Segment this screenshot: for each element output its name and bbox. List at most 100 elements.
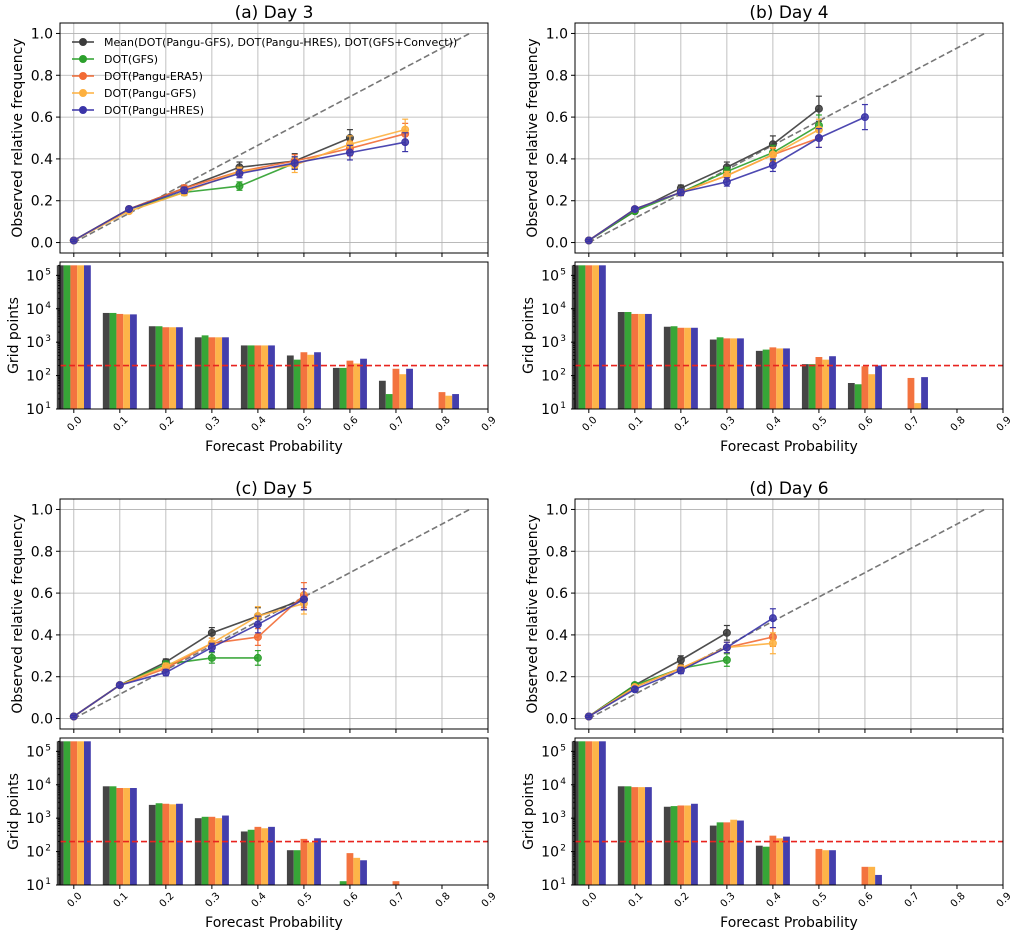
count-bar [307,842,315,885]
count-bar [406,368,413,409]
count-bar [169,327,177,409]
count-bar [102,312,110,409]
count-bar [268,826,275,885]
count-bar [868,374,876,409]
count-bar [201,816,209,885]
data-point [345,148,354,157]
y-tick-exponent: 5 [45,267,51,277]
count-bar [585,741,593,885]
count-bar [438,392,446,409]
y-tick-exponent: 2 [560,844,566,854]
x-tick-label: 0.8 [434,415,453,434]
count-bar [155,803,163,885]
count-bar [84,741,91,885]
legend: Mean(DOT(Pangu-GFS), DOT(Pangu-HRES), DO… [72,36,457,117]
count-bar [585,265,593,409]
series-line [73,162,296,242]
legend-label: DOT(Pangu-HRES) [104,104,204,117]
y-tick-label: 10 [26,302,44,318]
perfect-reliability-line [73,508,470,720]
count-bar [617,786,625,885]
count-bar [578,265,586,409]
count-bar [914,403,922,409]
y-tick-exponent: 5 [560,267,566,277]
count-bar [261,828,269,885]
count-bar [716,337,724,409]
count-bar [776,348,784,409]
count-bar [176,803,183,885]
count-bar [815,848,823,885]
count-bar [254,826,262,885]
series-5 [69,132,410,245]
data-point [180,186,189,195]
count-bar [247,829,255,885]
legend-label: DOT(GFS) [104,53,158,66]
y-tick-exponent: 3 [560,810,566,820]
panel-title: (a) Day 3 [235,3,314,23]
count-bar [222,337,229,409]
y-tick-exponent: 1 [45,401,51,411]
count-bar [148,326,156,409]
y-tick-label: 0.0 [546,712,568,728]
data-point [814,104,823,113]
y-tick-exponent: 2 [45,844,51,854]
data-point [207,653,216,662]
x-tick-label: 0.5 [296,891,315,910]
count-bar [829,850,836,885]
count-bar [70,741,78,885]
x-tick-label: 0.5 [811,415,830,434]
data-point [676,656,685,664]
x-tick-label: 0.0 [581,415,600,434]
reliability-plot: 0.0 0.2 0.4 0.6 0.8 1.0 (a) Day 3 Observed rela… [10,3,489,257]
count-bar [360,860,367,885]
count-bar [769,835,777,885]
y-axis-label: Observed relative frequency [525,514,541,713]
panel-1: 0.0 0.2 0.4 0.6 0.8 1.0 (a) Day 3 Observed rela… [6,3,499,455]
count-bar [716,822,724,885]
series-1 [584,95,823,245]
y-tick-label: 10 [26,744,44,760]
count-bar [875,365,882,409]
data-point [290,159,299,168]
x-axis-label: Forecast Probability [205,439,343,455]
x-tick-label: 0.6 [342,891,361,910]
legend-item: DOT(Pangu-ERA5) [72,70,203,83]
count-bar [624,786,632,885]
count-bar [116,313,124,409]
count-bar [645,787,652,885]
data-point [69,712,78,721]
series-line [73,141,406,242]
count-bar [155,326,163,409]
count-bar [762,349,770,409]
y-tick-exponent: 3 [45,810,51,820]
data-point [69,236,78,245]
count-bar [148,804,156,885]
count-bar [670,326,678,409]
count-bar [286,355,294,409]
count-bar [399,374,407,409]
y-tick-label: 0.2 [546,194,568,210]
count-bar [130,788,137,885]
x-tick-label: 0.9 [995,891,1014,910]
data-point [584,236,593,245]
data-point [768,150,777,159]
y-tick-exponent: 2 [560,368,566,378]
x-tick-label: 0.9 [480,415,499,434]
y-tick-label: 10 [541,402,559,418]
y-tick-label: 0.6 [31,110,53,126]
count-bar [445,395,453,409]
count-bar [261,345,269,409]
panel-title: (b) Day 4 [749,3,828,23]
series-3 [69,582,308,721]
count-bar [684,805,692,885]
x-tick-label: 0.2 [158,415,177,434]
count-bar [776,838,784,885]
count-bar [631,313,639,409]
y-tick-label: 10 [26,811,44,827]
y-tick-label: 10 [26,845,44,861]
x-tick-label: 0.3 [204,415,223,434]
count-bar [293,850,301,885]
count-bar [162,327,170,409]
y-tick-exponent: 3 [560,334,566,344]
